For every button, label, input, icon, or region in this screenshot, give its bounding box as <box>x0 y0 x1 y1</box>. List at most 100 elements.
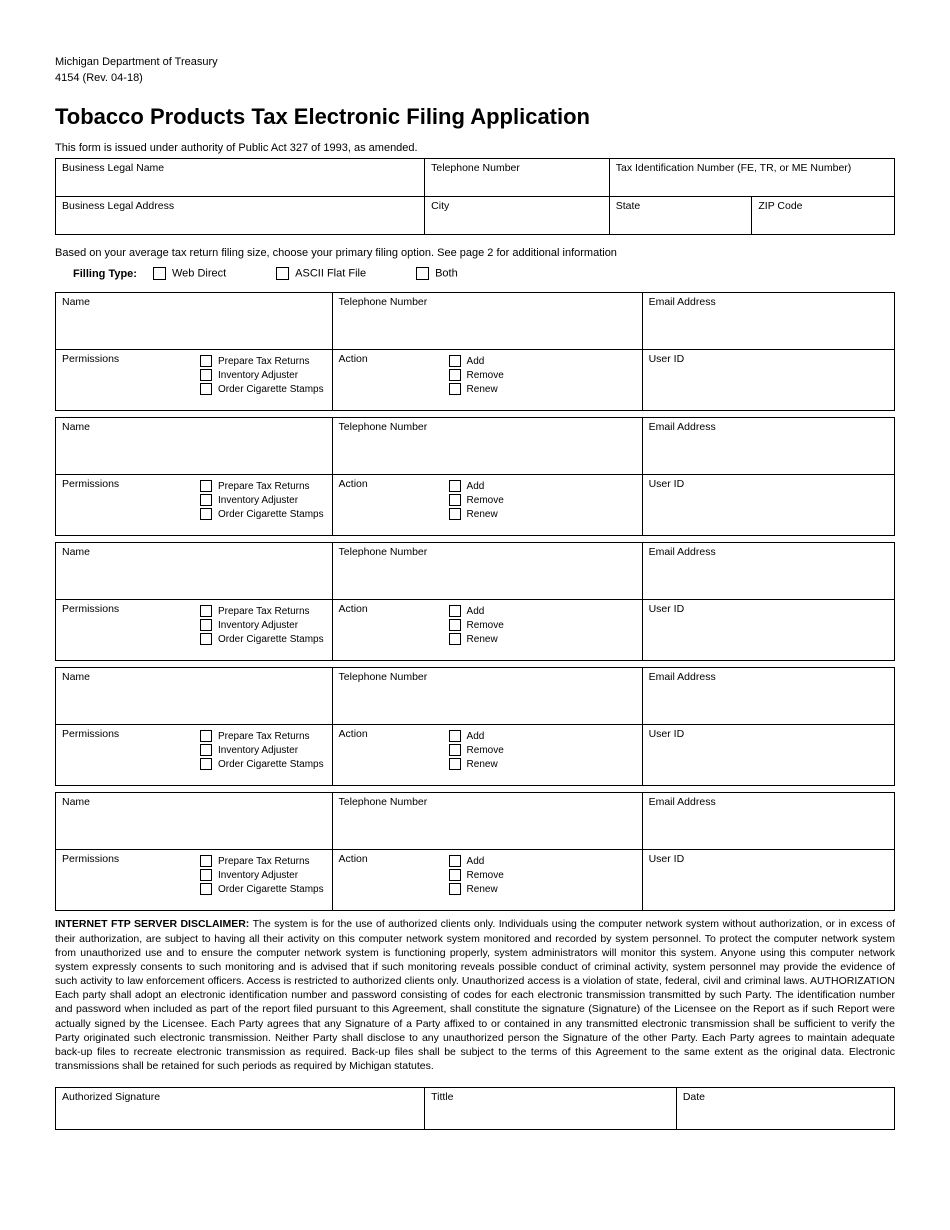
field-email[interactable]: Email Address <box>643 543 894 599</box>
field-user-id[interactable]: User ID <box>643 600 894 660</box>
checkbox-order-stamps[interactable] <box>200 883 212 895</box>
action-label: Action <box>339 853 449 895</box>
field-telephone[interactable]: Telephone Number <box>425 159 610 197</box>
field-state[interactable]: State <box>609 197 752 235</box>
checkbox-order-stamps[interactable] <box>200 508 212 520</box>
perm-inventory: Inventory Adjuster <box>218 870 298 881</box>
field-email[interactable]: Email Address <box>643 668 894 724</box>
checkbox-remove[interactable] <box>449 494 461 506</box>
checkbox-inventory[interactable] <box>200 744 212 756</box>
field-name[interactable]: Name <box>56 293 333 349</box>
field-user-id[interactable]: User ID <box>643 725 894 785</box>
perm-order-stamps: Order Cigarette Stamps <box>218 759 324 770</box>
checkbox-add[interactable] <box>449 355 461 367</box>
disclaimer-body: The system is for the use of authorized … <box>55 918 895 1072</box>
opt-ascii: ASCII Flat File <box>295 268 366 280</box>
checkbox-inventory[interactable] <box>200 369 212 381</box>
checkbox-inventory[interactable] <box>200 619 212 631</box>
checkbox-prepare-tax[interactable] <box>200 480 212 492</box>
checkbox-prepare-tax[interactable] <box>200 730 212 742</box>
permissions-label: Permissions <box>62 728 152 770</box>
filing-type-row: Filling Type: Web Direct ASCII Flat File… <box>55 267 895 280</box>
checkbox-add[interactable] <box>449 855 461 867</box>
field-name[interactable]: Name <box>56 418 333 474</box>
action-label: Action <box>339 353 449 395</box>
permissions-label: Permissions <box>62 853 152 895</box>
checkbox-add[interactable] <box>449 605 461 617</box>
checkbox-remove[interactable] <box>449 619 461 631</box>
user-block: Name Telephone Number Email Address Perm… <box>55 792 895 911</box>
checkbox-renew[interactable] <box>449 383 461 395</box>
checkbox-renew[interactable] <box>449 883 461 895</box>
checkbox-ascii[interactable] <box>276 267 289 280</box>
checkbox-renew[interactable] <box>449 508 461 520</box>
checkbox-web-direct[interactable] <box>153 267 166 280</box>
perm-prepare-tax: Prepare Tax Returns <box>218 731 310 742</box>
field-email[interactable]: Email Address <box>643 793 894 849</box>
business-info-table: Business Legal Name Telephone Number Tax… <box>55 158 895 235</box>
field-telephone[interactable]: Telephone Number <box>333 293 643 349</box>
field-title[interactable]: Tittle <box>425 1088 677 1130</box>
field-telephone[interactable]: Telephone Number <box>333 668 643 724</box>
perm-prepare-tax: Prepare Tax Returns <box>218 481 310 492</box>
checkbox-order-stamps[interactable] <box>200 383 212 395</box>
checkbox-remove[interactable] <box>449 369 461 381</box>
checkbox-inventory[interactable] <box>200 494 212 506</box>
field-user-id[interactable]: User ID <box>643 475 894 535</box>
field-user-id[interactable]: User ID <box>643 350 894 410</box>
action-add: Add <box>467 856 485 867</box>
perm-inventory: Inventory Adjuster <box>218 745 298 756</box>
opt-both: Both <box>435 268 458 280</box>
field-name[interactable]: Name <box>56 668 333 724</box>
checkbox-order-stamps[interactable] <box>200 633 212 645</box>
dept-header: Michigan Department of Treasury <box>55 55 895 70</box>
form-revision: 4154 (Rev. 04-18) <box>55 72 895 84</box>
checkbox-add[interactable] <box>449 480 461 492</box>
perm-inventory: Inventory Adjuster <box>218 495 298 506</box>
filing-instruction: Based on your average tax return filing … <box>55 247 895 259</box>
field-date[interactable]: Date <box>676 1088 894 1130</box>
user-block: Name Telephone Number Email Address Perm… <box>55 292 895 411</box>
field-user-id[interactable]: User ID <box>643 850 894 910</box>
field-email[interactable]: Email Address <box>643 418 894 474</box>
action-add: Add <box>467 356 485 367</box>
field-business-legal-name[interactable]: Business Legal Name <box>56 159 425 197</box>
checkbox-order-stamps[interactable] <box>200 758 212 770</box>
field-name[interactable]: Name <box>56 793 333 849</box>
action-remove: Remove <box>467 745 504 756</box>
page-title: Tobacco Products Tax Electronic Filing A… <box>55 104 895 130</box>
checkbox-add[interactable] <box>449 730 461 742</box>
checkbox-remove[interactable] <box>449 869 461 881</box>
authority-text: This form is issued under authority of P… <box>55 142 895 154</box>
perm-prepare-tax: Prepare Tax Returns <box>218 606 310 617</box>
action-renew: Renew <box>467 634 498 645</box>
field-telephone[interactable]: Telephone Number <box>333 418 643 474</box>
disclaimer-title: INTERNET FTP SERVER DISCLAIMER: <box>55 918 249 930</box>
checkbox-prepare-tax[interactable] <box>200 605 212 617</box>
checkbox-renew[interactable] <box>449 633 461 645</box>
permissions-label: Permissions <box>62 478 152 520</box>
field-business-address[interactable]: Business Legal Address <box>56 197 425 235</box>
field-zip[interactable]: ZIP Code <box>752 197 895 235</box>
checkbox-both[interactable] <box>416 267 429 280</box>
checkbox-prepare-tax[interactable] <box>200 355 212 367</box>
action-renew: Renew <box>467 384 498 395</box>
field-telephone[interactable]: Telephone Number <box>333 793 643 849</box>
action-add: Add <box>467 481 485 492</box>
checkbox-prepare-tax[interactable] <box>200 855 212 867</box>
opt-web-direct: Web Direct <box>172 268 226 280</box>
action-label: Action <box>339 603 449 645</box>
field-email[interactable]: Email Address <box>643 293 894 349</box>
field-authorized-signature[interactable]: Authorized Signature <box>56 1088 425 1130</box>
field-tax-id[interactable]: Tax Identification Number (FE, TR, or ME… <box>609 159 894 197</box>
filing-type-label: Filling Type: <box>73 268 137 280</box>
checkbox-inventory[interactable] <box>200 869 212 881</box>
field-city[interactable]: City <box>425 197 610 235</box>
field-telephone[interactable]: Telephone Number <box>333 543 643 599</box>
checkbox-remove[interactable] <box>449 744 461 756</box>
action-remove: Remove <box>467 370 504 381</box>
action-remove: Remove <box>467 495 504 506</box>
field-name[interactable]: Name <box>56 543 333 599</box>
checkbox-renew[interactable] <box>449 758 461 770</box>
perm-inventory: Inventory Adjuster <box>218 620 298 631</box>
